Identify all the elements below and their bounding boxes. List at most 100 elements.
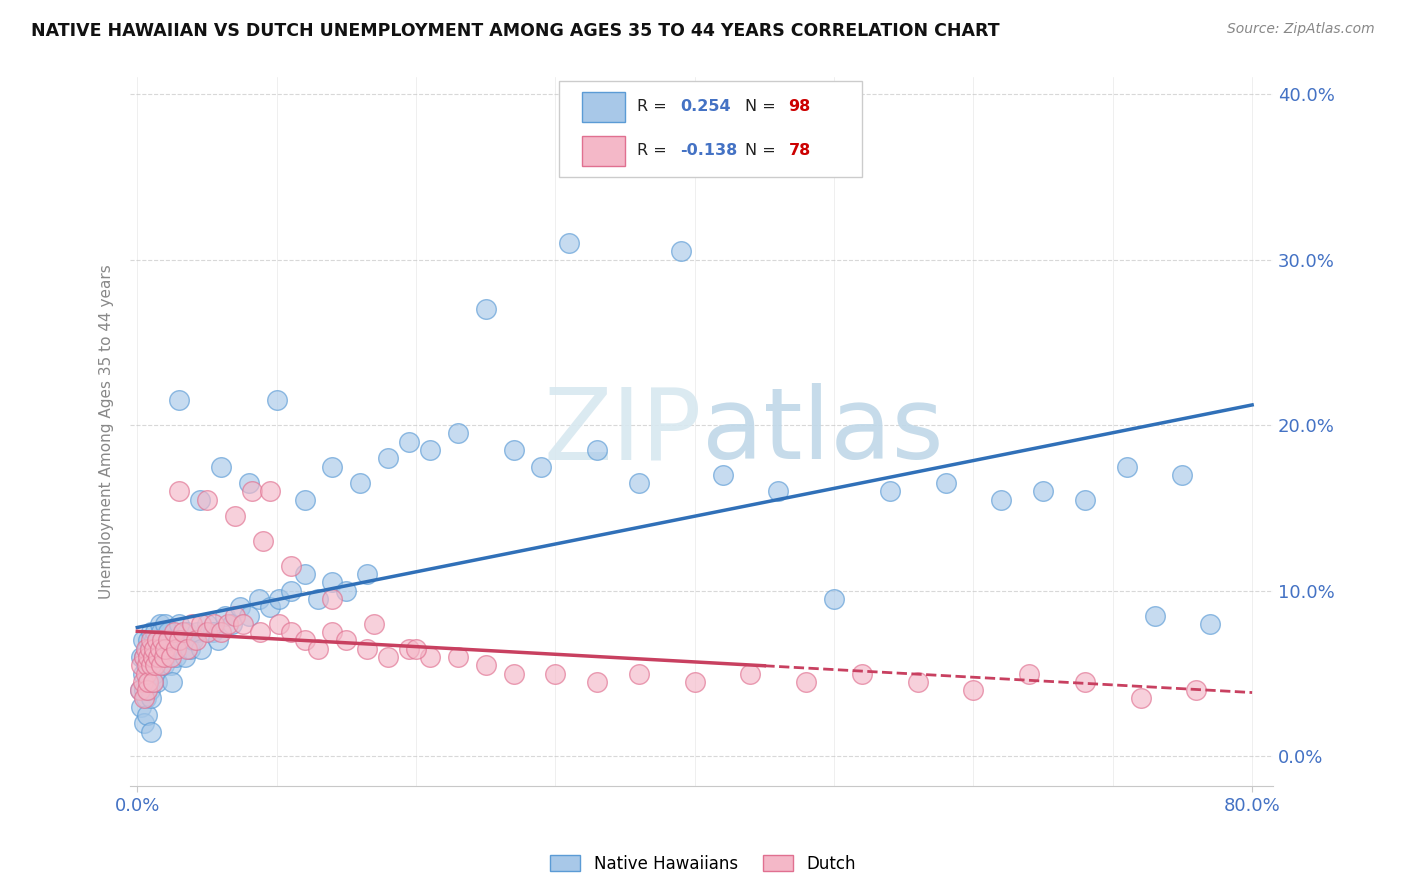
Point — [240, 484, 263, 499]
Point — [419, 650, 441, 665]
FancyBboxPatch shape — [558, 81, 862, 177]
Point — [153, 641, 176, 656]
Point — [159, 650, 181, 665]
Point — [170, 633, 193, 648]
Point — [1115, 459, 1137, 474]
Point — [398, 641, 420, 656]
Point — [356, 641, 378, 656]
Point — [349, 476, 371, 491]
Point — [134, 716, 156, 731]
Point — [145, 625, 167, 640]
Point — [447, 426, 470, 441]
Point — [962, 683, 984, 698]
Point — [139, 650, 162, 665]
Point — [173, 650, 195, 665]
Point — [990, 492, 1012, 507]
Point — [135, 691, 157, 706]
Point — [153, 616, 176, 631]
Point — [129, 683, 152, 698]
Point — [1032, 484, 1054, 499]
Point — [294, 492, 316, 507]
Point — [141, 658, 163, 673]
Point — [188, 492, 211, 507]
Point — [146, 633, 169, 648]
Text: ZIP: ZIP — [543, 384, 702, 480]
Point — [321, 459, 343, 474]
Point — [167, 393, 190, 408]
Point — [294, 633, 316, 648]
Point — [307, 641, 329, 656]
Point — [131, 658, 153, 673]
Point — [141, 724, 163, 739]
Point — [136, 674, 159, 689]
Point — [201, 625, 224, 640]
Point — [195, 625, 218, 640]
Point — [136, 708, 159, 723]
Point — [132, 666, 155, 681]
Point — [139, 683, 162, 698]
Point — [162, 625, 184, 640]
Point — [221, 616, 243, 631]
Point — [150, 625, 173, 640]
Point — [1171, 467, 1194, 482]
Point — [280, 583, 302, 598]
Point — [269, 592, 291, 607]
Point — [224, 608, 246, 623]
Point — [135, 666, 157, 681]
Point — [419, 442, 441, 457]
Point — [209, 625, 232, 640]
Point — [134, 650, 156, 665]
Text: 78: 78 — [789, 144, 811, 159]
Point — [307, 592, 329, 607]
Point — [138, 650, 160, 665]
Point — [139, 641, 162, 656]
Point — [172, 625, 194, 640]
Point — [152, 658, 174, 673]
Point — [398, 434, 420, 449]
Point — [269, 616, 291, 631]
Point — [214, 608, 236, 623]
Point — [131, 650, 153, 665]
Point — [163, 633, 186, 648]
Point — [1185, 683, 1208, 698]
Point — [224, 509, 246, 524]
Text: R =: R = — [637, 144, 672, 159]
Point — [502, 666, 524, 681]
Point — [160, 674, 183, 689]
Point — [167, 633, 190, 648]
Point — [142, 641, 165, 656]
Point — [768, 484, 790, 499]
Point — [740, 666, 762, 681]
Point — [259, 600, 281, 615]
Point — [266, 393, 288, 408]
Point — [131, 699, 153, 714]
Point — [502, 442, 524, 457]
Point — [823, 592, 845, 607]
FancyBboxPatch shape — [582, 136, 626, 166]
Point — [405, 641, 427, 656]
Point — [145, 658, 167, 673]
Point — [1199, 616, 1222, 631]
Point — [238, 476, 260, 491]
Point — [142, 650, 165, 665]
Point — [669, 244, 692, 259]
Point — [190, 641, 212, 656]
Point — [232, 616, 254, 631]
Point — [132, 633, 155, 648]
Point — [156, 633, 179, 648]
Point — [683, 674, 706, 689]
Y-axis label: Unemployment Among Ages 35 to 44 years: Unemployment Among Ages 35 to 44 years — [100, 264, 114, 599]
Point — [145, 658, 167, 673]
Point — [146, 641, 169, 656]
Point — [159, 658, 181, 673]
Point — [209, 459, 232, 474]
Point — [627, 476, 650, 491]
Text: atlas: atlas — [702, 384, 943, 480]
Point — [136, 658, 159, 673]
Point — [148, 633, 170, 648]
Point — [558, 235, 581, 250]
Point — [711, 467, 734, 482]
Point — [134, 650, 156, 665]
Point — [141, 625, 163, 640]
Point — [1018, 666, 1040, 681]
